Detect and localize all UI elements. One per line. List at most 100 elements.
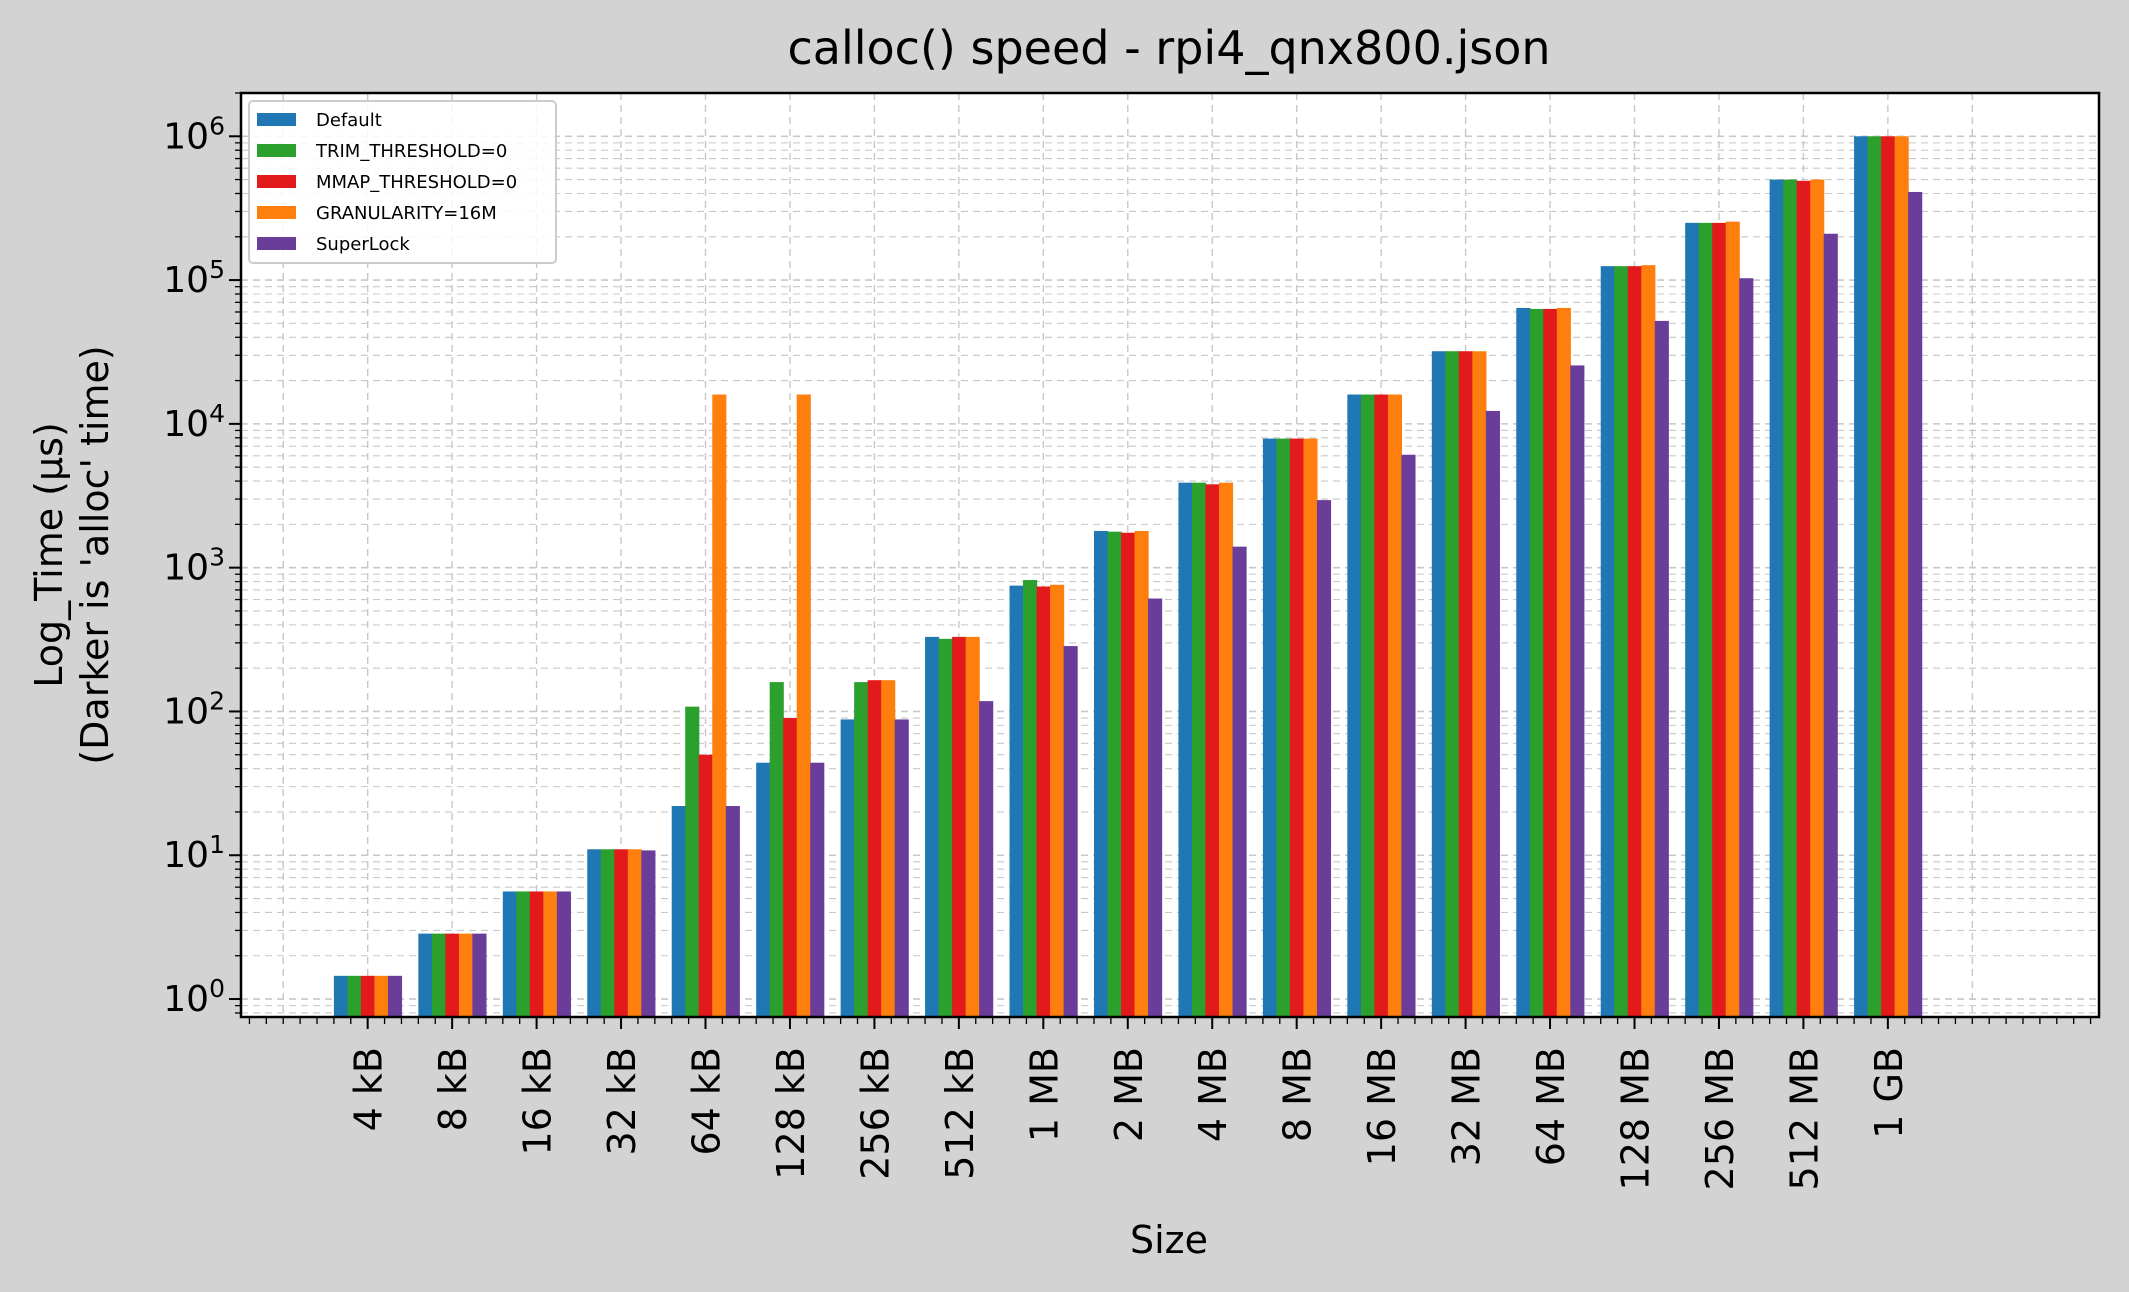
bar	[1823, 233, 1838, 1018]
x-tick-label: 64 MB	[1529, 1047, 1573, 1166]
bar	[1556, 307, 1571, 1018]
bar	[756, 762, 771, 1017]
bar	[1472, 351, 1487, 1017]
y-axis-label-line1: Log_Time (µs)	[27, 422, 71, 688]
x-tick-label: 256 kB	[853, 1047, 897, 1180]
bar	[1316, 500, 1332, 1018]
bar	[543, 891, 558, 1017]
bar	[418, 933, 433, 1017]
bar	[587, 849, 602, 1017]
legend-label: Default	[316, 110, 382, 131]
x-tick-label: 4 MB	[1191, 1047, 1235, 1142]
legend-swatch	[257, 175, 296, 188]
x-tick-label: 8 MB	[1276, 1047, 1320, 1142]
legend-swatch	[257, 206, 296, 219]
bar	[1387, 394, 1403, 1017]
bar	[1023, 580, 1038, 1017]
bar	[894, 719, 909, 1017]
bar	[1654, 320, 1669, 1017]
bar	[1063, 646, 1078, 1017]
bar	[1303, 438, 1318, 1018]
bar	[1178, 482, 1193, 1017]
bar	[1725, 221, 1740, 1018]
bar	[333, 975, 349, 1017]
x-tick-label: 256 MB	[1698, 1047, 1742, 1190]
bar	[1205, 484, 1220, 1017]
bar	[600, 849, 615, 1017]
bar	[1516, 307, 1531, 1018]
bar	[1783, 179, 1798, 1017]
bar	[1148, 598, 1163, 1017]
bar	[1218, 482, 1234, 1017]
bar	[810, 762, 825, 1017]
bar	[840, 719, 855, 1017]
y-axis-label-line2: (Darker is 'alloc' time)	[73, 345, 117, 764]
bar	[725, 806, 740, 1017]
bar	[1401, 454, 1416, 1017]
bar	[1641, 265, 1656, 1018]
x-tick-label: 128 kB	[769, 1047, 813, 1180]
bar	[867, 680, 882, 1017]
bar	[614, 849, 629, 1017]
bar	[472, 933, 487, 1017]
bar	[445, 933, 460, 1017]
bar	[671, 806, 686, 1017]
bar	[1485, 410, 1500, 1018]
x-tick-label: 2 MB	[1107, 1047, 1151, 1142]
bar	[1431, 351, 1446, 1017]
bar	[965, 636, 980, 1017]
legend-box	[248, 100, 557, 264]
bar	[1107, 531, 1122, 1017]
chart-title: calloc() speed - rpi4_qnx800.json	[788, 21, 1551, 75]
legend-label: GRANULARITY=16M	[316, 203, 497, 224]
bar	[1347, 394, 1362, 1017]
bar	[627, 849, 642, 1017]
x-tick-label: 16 MB	[1360, 1047, 1404, 1166]
x-tick-label: 32 kB	[600, 1047, 644, 1156]
x-tick-label: 4 kB	[347, 1047, 391, 1131]
y-tick-label: 105	[163, 255, 225, 301]
x-tick-label: 8 kB	[431, 1047, 475, 1131]
bar	[854, 682, 869, 1017]
bar	[1867, 136, 1882, 1017]
bar	[1050, 584, 1065, 1017]
bar	[1796, 180, 1811, 1017]
bar	[1276, 438, 1291, 1018]
legend-label: MMAP_THRESHOLD=0	[316, 172, 517, 193]
bar	[1360, 394, 1375, 1017]
legend-label: TRIM_THRESHOLD=0	[315, 141, 507, 162]
x-tick-label: 512 kB	[938, 1047, 982, 1180]
x-tick-label: 64 kB	[685, 1047, 729, 1156]
bars	[333, 136, 1923, 1018]
bar	[1289, 438, 1305, 1018]
bar	[783, 718, 798, 1017]
bar	[360, 975, 376, 1017]
bar	[1894, 136, 1909, 1017]
x-tick-label: 1 MB	[1022, 1047, 1066, 1142]
bar	[925, 636, 940, 1017]
bar	[1685, 222, 1700, 1018]
bar	[796, 394, 811, 1017]
bar	[458, 933, 474, 1017]
bar	[1739, 278, 1754, 1018]
bar	[1458, 351, 1473, 1017]
legend-swatch	[257, 144, 296, 157]
bar	[1191, 482, 1207, 1017]
bar	[712, 394, 727, 1017]
bar	[431, 933, 446, 1017]
bar	[1769, 179, 1784, 1017]
bar	[952, 636, 967, 1017]
bar	[516, 891, 531, 1017]
bar	[769, 682, 784, 1017]
bar	[1810, 179, 1825, 1017]
bar	[1627, 266, 1642, 1017]
legend-swatch	[257, 113, 296, 126]
x-axis-label: Size	[1130, 1218, 1208, 1262]
x-tick-label: 128 MB	[1614, 1047, 1658, 1190]
bar	[374, 975, 389, 1017]
bar	[347, 975, 362, 1017]
x-tick-label: 16 kB	[516, 1047, 560, 1156]
bar	[387, 975, 403, 1017]
bar	[1445, 351, 1460, 1017]
